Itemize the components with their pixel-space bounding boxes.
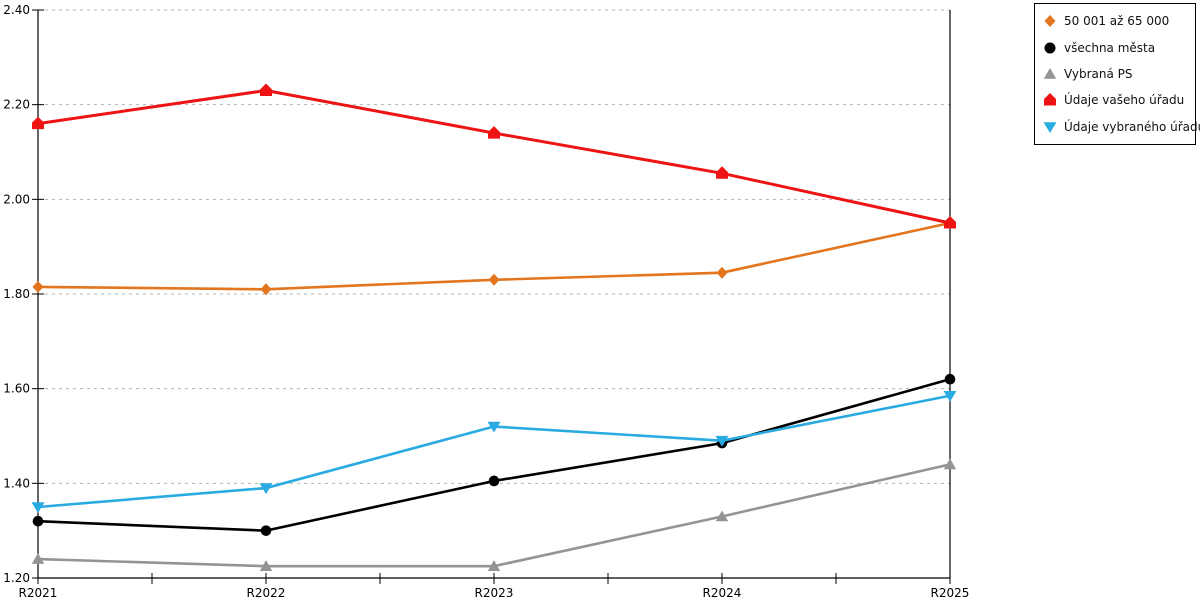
- triangle-down-glyph: [1043, 122, 1057, 133]
- triangle-down-legend-marker-icon: [1043, 122, 1057, 133]
- circle-glyph: [1044, 42, 1056, 54]
- data-point-marker: [31, 502, 45, 513]
- legend-item-label: Údaje vašeho úřadu: [1064, 93, 1185, 108]
- y-tick-label: 2.40: [3, 3, 30, 17]
- series-line: [36, 394, 952, 509]
- y-tick-label: 1.20: [3, 571, 30, 585]
- triangle-up-glyph: [1043, 68, 1057, 79]
- data-point-marker: [31, 553, 45, 564]
- data-point-marker: [260, 283, 272, 296]
- diamond-legend-marker-icon: [1044, 15, 1056, 28]
- legend-item: 50 001 až 65 000: [1043, 8, 1187, 34]
- data-point-marker: [32, 515, 44, 527]
- data-point-marker: [943, 390, 957, 402]
- triangle-up-legend-marker-icon: [1043, 68, 1057, 79]
- chart-legend: 50 001 až 65 000 všechna města Vybraná PS Ú…: [1034, 3, 1200, 145]
- x-tick-label: R2025: [931, 586, 970, 600]
- data-point-marker: [488, 475, 500, 487]
- data-point-marker: [487, 560, 501, 571]
- legend-item: Údaje vašeho úřadu: [1043, 87, 1187, 113]
- data-point-marker: [944, 373, 956, 385]
- data-point-marker: [32, 116, 44, 130]
- pentagon-legend-marker-icon: [1044, 93, 1056, 106]
- legend-item-label: Vybraná PS: [1064, 67, 1133, 82]
- data-point-marker: [716, 166, 728, 179]
- data-point-marker: [715, 435, 729, 447]
- data-point-marker: [488, 126, 500, 139]
- data-point-marker: [260, 83, 272, 96]
- x-tick-label: R2024: [703, 586, 742, 600]
- data-point-marker: [944, 216, 956, 229]
- y-tick-label: 1.80: [3, 287, 30, 301]
- x-tick-label: R2021: [19, 586, 58, 600]
- data-point-marker: [716, 266, 728, 279]
- series-line: [36, 88, 952, 225]
- series-line: [36, 377, 952, 532]
- legend-item-label: všechna města: [1064, 40, 1156, 55]
- circle-legend-marker-icon: [1044, 42, 1056, 54]
- y-tick-label: 1.40: [3, 476, 30, 490]
- y-tick-label: 2.20: [3, 98, 30, 112]
- pentagon-glyph: [1044, 93, 1056, 106]
- legend-item-label: 50 001 až 65 000: [1064, 14, 1170, 29]
- data-point-marker: [32, 280, 44, 293]
- diamond-glyph: [1044, 15, 1056, 28]
- legend-item: všechna města: [1043, 34, 1187, 60]
- data-point-marker: [715, 510, 729, 522]
- data-point-marker: [487, 421, 501, 433]
- data-point-marker: [259, 483, 273, 495]
- y-tick-label: 2.00: [3, 192, 30, 206]
- data-point-marker: [260, 525, 272, 536]
- data-point-marker: [488, 273, 500, 286]
- data-point-marker: [943, 458, 957, 470]
- legend-item: Vybraná PS: [1043, 61, 1187, 87]
- x-tick-label: R2022: [247, 586, 286, 600]
- y-tick-label: 1.60: [3, 382, 30, 396]
- legend-item-label: Údaje vybraného úřadu: [1064, 119, 1200, 134]
- data-point-marker: [259, 560, 273, 571]
- legend-item: Údaje vybraného úřadu: [1043, 114, 1200, 140]
- x-tick-label: R2023: [475, 586, 514, 600]
